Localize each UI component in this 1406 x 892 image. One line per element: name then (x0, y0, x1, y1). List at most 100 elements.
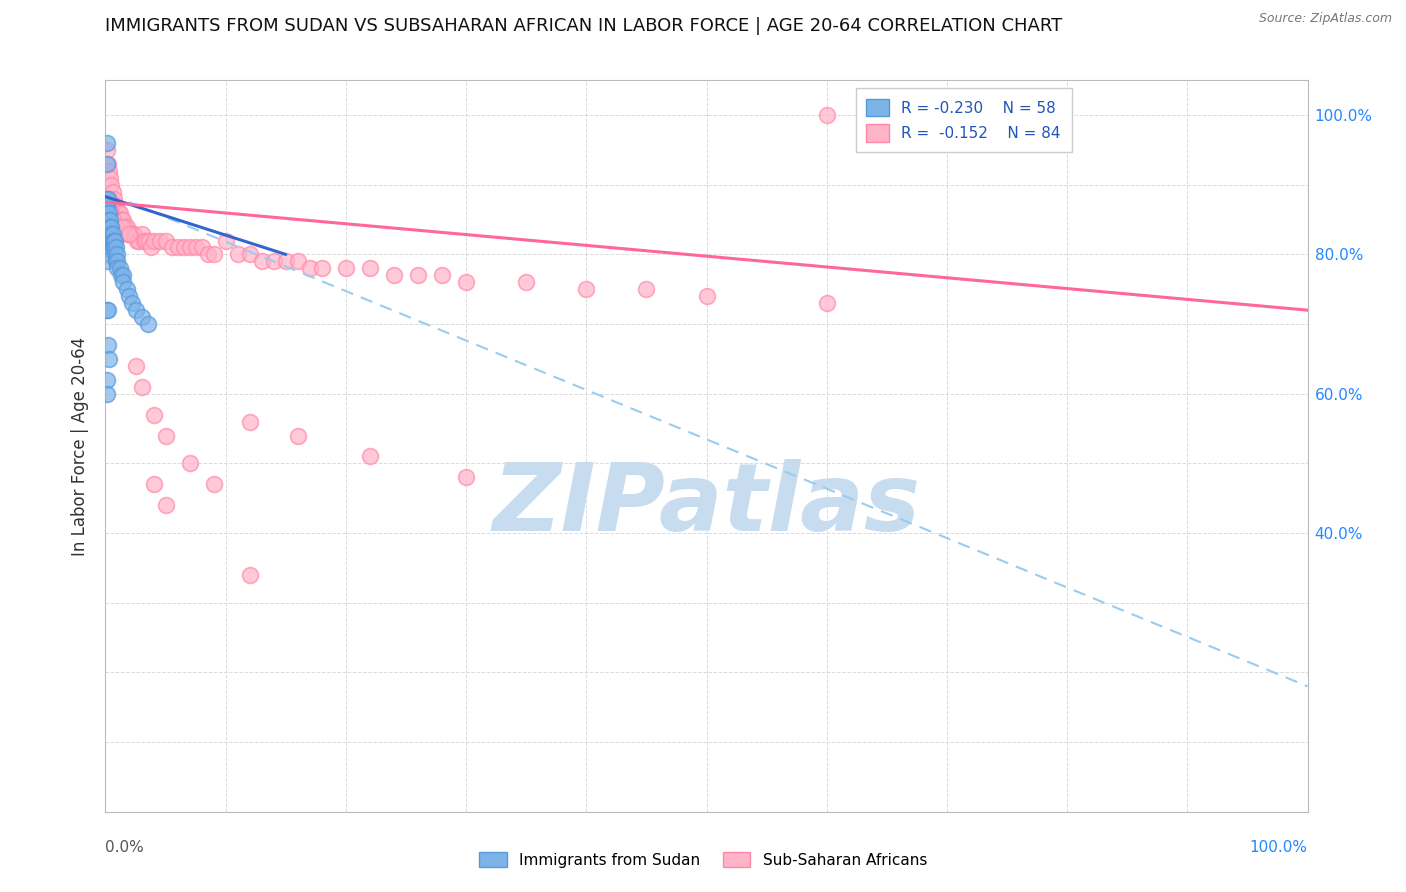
Point (124, 227, 146, 241)
Point (138, 234, 160, 248)
Point (98, 234, 121, 248)
Point (103, 192, 125, 206)
Point (107, 205, 129, 219)
Point (190, 240, 212, 254)
Point (108, 227, 131, 241)
Point (430, 268, 453, 283)
Point (118, 289, 141, 303)
Point (107, 247, 129, 261)
Point (107, 261, 129, 276)
Point (115, 219, 138, 234)
Point (98, 164, 121, 178)
Point (101, 240, 124, 254)
Point (239, 415, 262, 429)
Point (112, 275, 135, 289)
Point (110, 212, 132, 227)
Point (97, 234, 120, 248)
Point (298, 261, 321, 276)
Point (101, 212, 124, 227)
Point (101, 227, 124, 241)
Point (815, 296, 838, 310)
Point (184, 240, 207, 254)
Point (107, 219, 129, 234)
Point (359, 450, 381, 464)
Point (125, 234, 148, 248)
Point (96, 240, 118, 254)
Text: ZIPatlas: ZIPatlas (492, 458, 921, 550)
Legend: R = -0.230    N = 58, R =  -0.152    N = 84: R = -0.230 N = 58, R = -0.152 N = 84 (855, 88, 1071, 153)
Point (454, 275, 477, 289)
Point (118, 227, 141, 241)
Point (359, 261, 381, 276)
Point (104, 199, 127, 213)
Point (97, 212, 120, 227)
Point (96, 199, 118, 213)
Point (160, 240, 183, 254)
Point (101, 234, 124, 248)
Point (118, 227, 141, 241)
Point (107, 205, 129, 219)
Point (97, 303, 120, 318)
Point (142, 234, 165, 248)
Text: IMMIGRANTS FROM SUDAN VS SUBSAHARAN AFRICAN IN LABOR FORCE | AGE 20-64 CORRELATI: IMMIGRANTS FROM SUDAN VS SUBSAHARAN AFRI… (105, 17, 1063, 35)
Point (104, 234, 127, 248)
Point (226, 247, 249, 261)
Point (96, 373, 118, 387)
Legend: Immigrants from Sudan, Sub-Saharan Africans: Immigrants from Sudan, Sub-Saharan Afric… (471, 844, 935, 875)
Point (575, 282, 598, 296)
Point (100, 234, 122, 248)
Point (406, 268, 429, 283)
Point (335, 261, 357, 276)
Point (96, 192, 118, 206)
Point (131, 380, 153, 394)
Point (263, 254, 285, 268)
Point (96, 219, 118, 234)
Point (98, 351, 121, 366)
Point (131, 227, 153, 241)
Point (115, 219, 138, 234)
Point (142, 477, 165, 491)
Point (97, 219, 120, 234)
Point (287, 428, 309, 442)
Point (239, 567, 262, 582)
Point (197, 247, 219, 261)
Point (114, 219, 136, 234)
Point (96, 303, 118, 318)
Point (105, 240, 128, 254)
Point (108, 261, 131, 276)
Point (110, 268, 132, 283)
Point (815, 108, 838, 122)
Point (112, 219, 135, 234)
Point (97, 192, 120, 206)
Point (135, 234, 157, 248)
Point (97, 338, 120, 352)
Point (173, 240, 195, 254)
Point (121, 296, 143, 310)
Point (96, 247, 118, 261)
Point (179, 240, 201, 254)
Point (250, 254, 273, 268)
Point (136, 317, 159, 331)
Point (108, 205, 131, 219)
Point (636, 282, 658, 296)
Point (98, 227, 121, 241)
Point (112, 212, 135, 227)
Point (454, 470, 477, 484)
Point (97, 227, 120, 241)
Point (155, 234, 177, 248)
Point (131, 310, 153, 325)
Point (179, 457, 201, 471)
Point (100, 205, 122, 219)
Point (105, 199, 128, 213)
Point (100, 227, 122, 241)
Point (124, 359, 146, 373)
Point (97, 205, 120, 219)
Point (155, 428, 177, 442)
Point (515, 275, 537, 289)
Point (148, 234, 170, 248)
Point (98, 219, 121, 234)
Point (101, 185, 124, 199)
Point (382, 268, 405, 283)
Point (202, 247, 225, 261)
Point (104, 247, 127, 261)
